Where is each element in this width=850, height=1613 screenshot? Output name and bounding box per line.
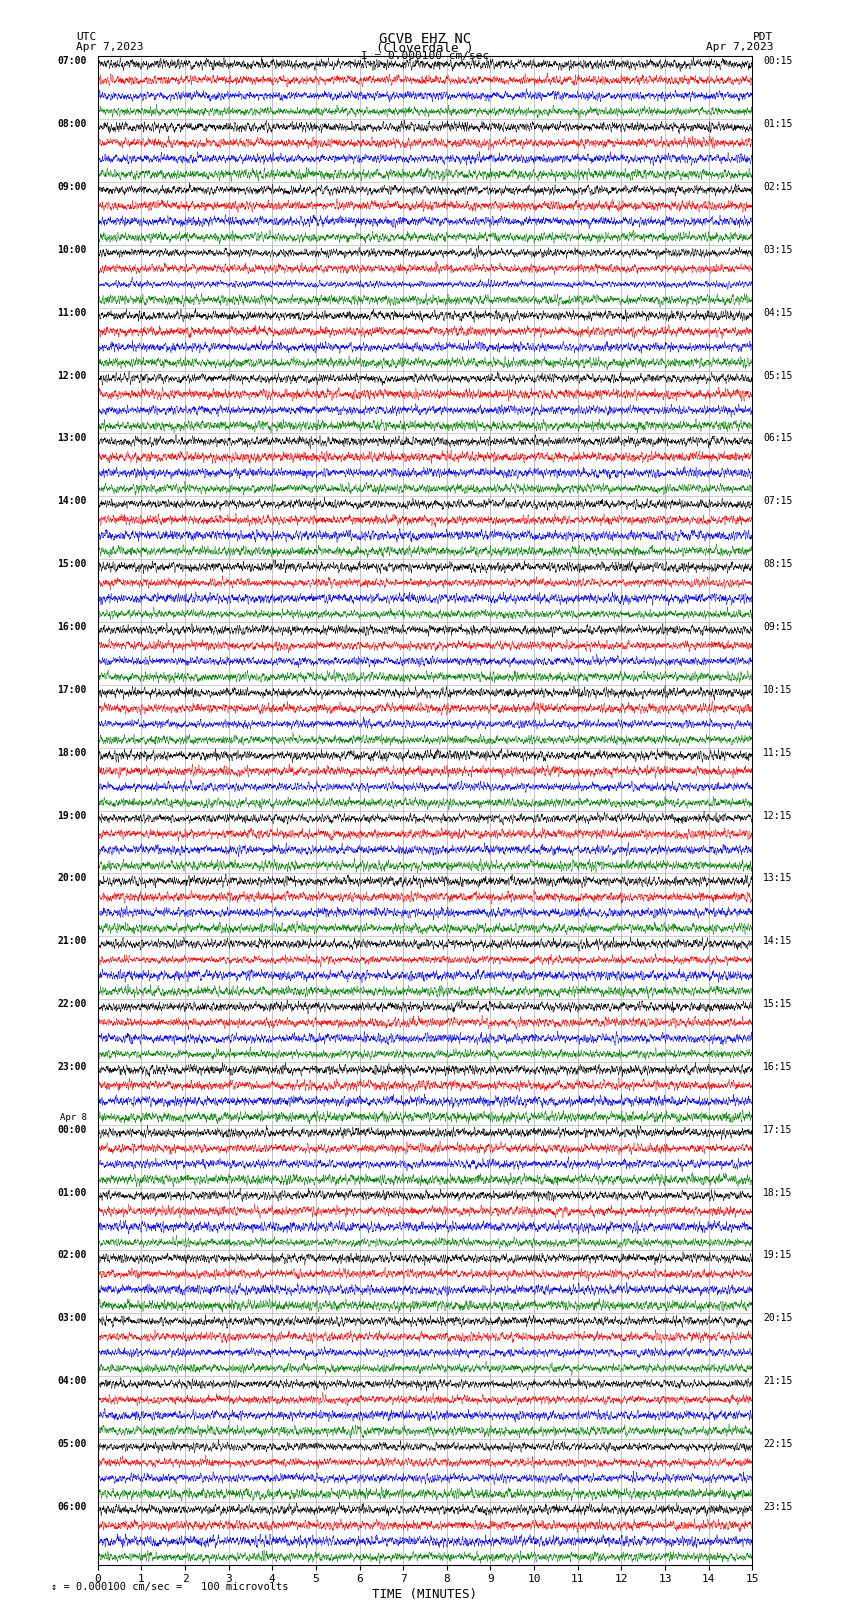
Text: 03:00: 03:00 [58, 1313, 87, 1323]
Text: 19:00: 19:00 [58, 811, 87, 821]
Text: 22:00: 22:00 [58, 998, 87, 1010]
Text: 00:00: 00:00 [58, 1124, 87, 1134]
Text: Apr 7,2023: Apr 7,2023 [76, 42, 144, 52]
Text: 18:15: 18:15 [763, 1187, 792, 1197]
Text: 23:00: 23:00 [58, 1061, 87, 1073]
Text: 16:00: 16:00 [58, 623, 87, 632]
Text: 12:00: 12:00 [58, 371, 87, 381]
Text: 11:15: 11:15 [763, 748, 792, 758]
Text: 08:15: 08:15 [763, 560, 792, 569]
Text: 06:15: 06:15 [763, 434, 792, 444]
Text: 10:15: 10:15 [763, 686, 792, 695]
Text: (Cloverdale ): (Cloverdale ) [377, 42, 473, 55]
Text: 14:15: 14:15 [763, 936, 792, 947]
Text: 16:15: 16:15 [763, 1061, 792, 1073]
Text: 17:15: 17:15 [763, 1124, 792, 1134]
Text: ↕ = 0.000100 cm/sec =   100 microvolts: ↕ = 0.000100 cm/sec = 100 microvolts [51, 1582, 288, 1592]
Text: 02:15: 02:15 [763, 182, 792, 192]
Text: 06:00: 06:00 [58, 1502, 87, 1511]
Text: 03:15: 03:15 [763, 245, 792, 255]
Text: 08:00: 08:00 [58, 119, 87, 129]
Text: 07:15: 07:15 [763, 497, 792, 506]
Text: I = 0.000100 cm/sec: I = 0.000100 cm/sec [361, 50, 489, 61]
Text: 05:00: 05:00 [58, 1439, 87, 1448]
Text: 10:00: 10:00 [58, 245, 87, 255]
Text: UTC: UTC [76, 32, 97, 42]
Text: 17:00: 17:00 [58, 686, 87, 695]
Text: 01:15: 01:15 [763, 119, 792, 129]
X-axis label: TIME (MINUTES): TIME (MINUTES) [372, 1589, 478, 1602]
Text: 15:15: 15:15 [763, 998, 792, 1010]
Text: 22:15: 22:15 [763, 1439, 792, 1448]
Text: 13:15: 13:15 [763, 873, 792, 884]
Text: 07:00: 07:00 [58, 56, 87, 66]
Text: PDT: PDT [753, 32, 774, 42]
Text: 01:00: 01:00 [58, 1187, 87, 1197]
Text: 05:15: 05:15 [763, 371, 792, 381]
Text: 18:00: 18:00 [58, 748, 87, 758]
Text: 04:00: 04:00 [58, 1376, 87, 1386]
Text: 12:15: 12:15 [763, 811, 792, 821]
Text: GCVB EHZ NC: GCVB EHZ NC [379, 32, 471, 47]
Text: 09:15: 09:15 [763, 623, 792, 632]
Text: 00:15: 00:15 [763, 56, 792, 66]
Text: 20:00: 20:00 [58, 873, 87, 884]
Text: 15:00: 15:00 [58, 560, 87, 569]
Text: 02:00: 02:00 [58, 1250, 87, 1260]
Text: 23:15: 23:15 [763, 1502, 792, 1511]
Text: 20:15: 20:15 [763, 1313, 792, 1323]
Text: 21:00: 21:00 [58, 936, 87, 947]
Text: 14:00: 14:00 [58, 497, 87, 506]
Text: 04:15: 04:15 [763, 308, 792, 318]
Text: 21:15: 21:15 [763, 1376, 792, 1386]
Text: 13:00: 13:00 [58, 434, 87, 444]
Text: 11:00: 11:00 [58, 308, 87, 318]
Text: Apr 8: Apr 8 [60, 1113, 87, 1121]
Text: 09:00: 09:00 [58, 182, 87, 192]
Text: 19:15: 19:15 [763, 1250, 792, 1260]
Text: Apr 7,2023: Apr 7,2023 [706, 42, 774, 52]
